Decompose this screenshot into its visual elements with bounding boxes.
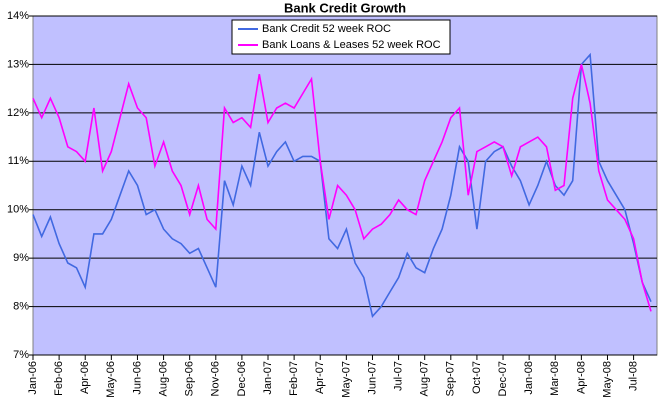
x-tick-label: Mar-08 <box>549 361 561 396</box>
y-tick-label: 9% <box>13 252 29 264</box>
x-tick-label: Aug-06 <box>157 361 169 396</box>
x-tick-label: Jun-06 <box>131 361 143 395</box>
series-line <box>32 52 652 318</box>
y-tick-label: 7% <box>13 349 29 361</box>
x-tick-label: Jul-08 <box>627 361 639 391</box>
y-tick-label: 14% <box>7 10 29 22</box>
y-tick-label: 11% <box>8 155 29 167</box>
x-tick-label: Apr-08 <box>575 361 587 394</box>
x-tick-label: May-07 <box>340 361 352 398</box>
legend <box>231 19 451 55</box>
x-tick-label: Jan-07 <box>262 361 274 395</box>
x-tick-label: Feb-06 <box>53 361 65 396</box>
x-tick-label: Feb-07 <box>288 361 300 396</box>
x-tick-label: Jun-07 <box>366 361 378 395</box>
y-tick-label: 13% <box>7 58 29 70</box>
legend-label: Bank Credit 52 week ROC <box>262 23 391 35</box>
x-tick-label: May-08 <box>601 361 613 398</box>
y-tick-label: 8% <box>13 300 29 312</box>
x-tick-label: Sep-06 <box>184 361 196 396</box>
x-tick-label: Aug-07 <box>419 361 431 396</box>
x-tick-label: Oct-07 <box>471 361 483 394</box>
chart-title: Bank Credit Growth <box>284 0 406 15</box>
series-line <box>32 64 652 312</box>
legend-label: Bank Loans & Leases 52 week ROC <box>262 39 441 51</box>
x-tick-label: Apr-07 <box>314 361 326 394</box>
x-tick-label: Nov-06 <box>210 361 222 396</box>
y-tick-label: 12% <box>7 107 29 119</box>
x-tick-label: Jul-07 <box>392 361 404 391</box>
x-tick-label: Jan-06 <box>27 361 39 395</box>
x-tick-label: Jan-08 <box>523 361 535 395</box>
x-tick-label: Dec-06 <box>236 361 248 396</box>
x-tick-label: Apr-06 <box>79 361 91 394</box>
x-tick-label: May-06 <box>105 361 117 398</box>
x-tick-label: Dec-07 <box>497 361 509 396</box>
x-tick-label: Sep-07 <box>445 361 457 396</box>
y-tick-label: 10% <box>7 204 29 216</box>
